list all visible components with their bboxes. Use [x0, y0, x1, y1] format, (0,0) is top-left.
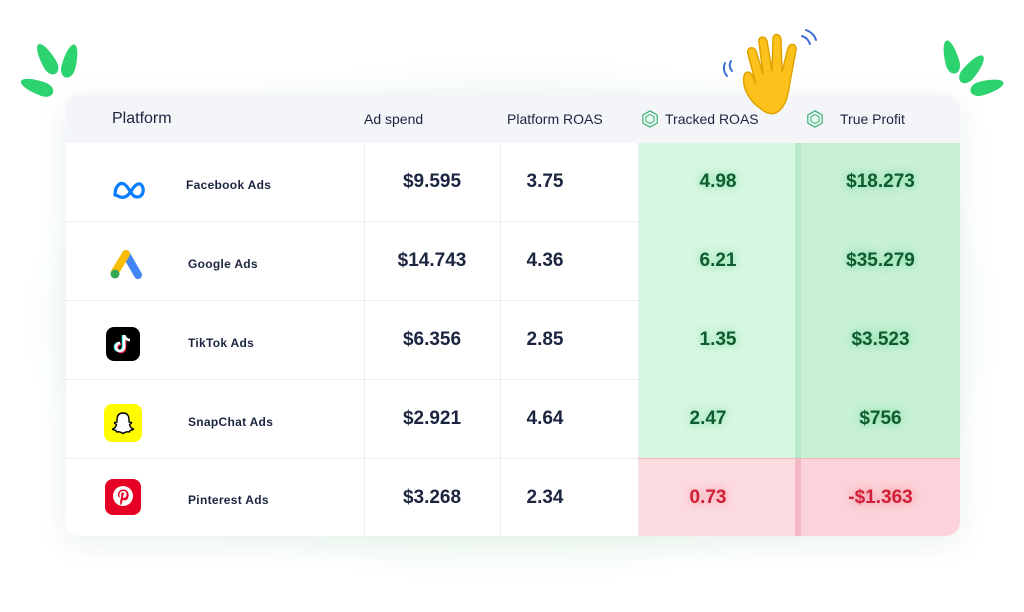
hexagon-icon — [807, 110, 823, 128]
column-separator-accent-negative — [795, 458, 801, 536]
platform-name: Google Ads — [188, 257, 258, 271]
platform-name: TikTok Ads — [188, 336, 255, 350]
ad-spend-value: $2.921 — [402, 408, 462, 429]
platform-roas-value: 4.36 — [526, 250, 564, 271]
row-separator — [66, 458, 638, 459]
header-tracked-roas: Tracked ROAS — [641, 95, 759, 143]
roas-comparison-table: Platform Ad spend Platform ROAS Tracked … — [66, 95, 960, 536]
header-platform-roas: Platform ROAS — [507, 111, 603, 127]
column-separator-accent — [795, 143, 801, 458]
ad-spend-value: $9.595 — [402, 171, 462, 192]
tracked-roas-value: 0.73 — [689, 486, 727, 508]
ad-spend-value: $14.743 — [397, 250, 467, 271]
platform-name: SnapChat Ads — [188, 415, 274, 429]
tracked-roas-value: 2.47 — [689, 408, 727, 429]
ad-spend-value: $3.268 — [402, 486, 462, 508]
row-separator — [638, 458, 960, 459]
platform-name: Pinterest Ads — [188, 493, 269, 507]
platform-roas-value: 2.85 — [526, 329, 564, 350]
tracked-roas-negative-bg — [638, 458, 798, 536]
true-profit-column-bg — [798, 143, 960, 458]
column-divider — [364, 143, 365, 536]
true-profit-value: -$1.363 — [848, 486, 913, 508]
leaf-icon — [32, 40, 62, 78]
hexagon-icon — [642, 110, 658, 128]
true-profit-value: $18.273 — [846, 171, 915, 192]
tracked-roas-value: 1.35 — [699, 329, 737, 350]
google-ads-icon — [108, 247, 144, 283]
header-true-profit: True Profit — [806, 95, 905, 143]
tracked-roas-value: 4.98 — [699, 171, 737, 192]
row-separator — [66, 221, 638, 222]
platform-roas-value: 4.64 — [526, 408, 564, 429]
ad-spend-value: $6.356 — [402, 329, 462, 350]
row-separator — [66, 300, 638, 301]
true-profit-value: $756 — [859, 408, 902, 429]
row-separator — [66, 379, 638, 380]
tiktok-icon — [106, 327, 140, 361]
platform-name: Facebook Ads — [186, 178, 272, 192]
header-ad-spend: Ad spend — [364, 111, 424, 127]
column-divider — [638, 143, 639, 536]
true-profit-value: $35.279 — [846, 250, 915, 271]
header-tracked-roas-label: Tracked ROAS — [665, 111, 759, 127]
header-platform: Platform — [112, 110, 172, 127]
true-profit-value: $3.523 — [851, 329, 910, 350]
tracked-roas-value: 6.21 — [699, 250, 737, 271]
true-profit-negative-bg — [798, 458, 960, 536]
platform-roas-value: 3.75 — [526, 171, 564, 192]
pinterest-icon — [105, 479, 141, 515]
tracked-roas-column-bg — [638, 143, 798, 458]
column-divider — [500, 143, 501, 536]
platform-roas-value: 2.34 — [526, 486, 564, 508]
header-true-profit-label: True Profit — [840, 111, 905, 127]
waving-hand-icon — [722, 26, 832, 126]
meta-icon — [112, 172, 148, 208]
snapchat-icon — [104, 404, 142, 442]
